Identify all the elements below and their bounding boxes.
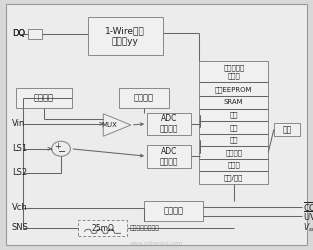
- Bar: [78, 220, 127, 236]
- Text: Vch: Vch: [12, 203, 28, 212]
- Text: 累加電流: 累加電流: [225, 149, 242, 156]
- Bar: [274, 122, 300, 136]
- Text: SNS: SNS: [12, 223, 29, 232]
- Text: 25mΩ: 25mΩ: [91, 224, 114, 232]
- Text: 鎖定EEPROM: 鎖定EEPROM: [215, 86, 253, 93]
- Text: 電流: 電流: [229, 137, 238, 143]
- Text: 電壓: 電壓: [229, 124, 238, 131]
- Text: $\overline{\mathregular{UV}}$: $\overline{\mathregular{UV}}$: [303, 209, 313, 223]
- Bar: [199, 61, 268, 184]
- Text: 內接電流檢測電阻: 內接電流檢測電阻: [130, 225, 160, 231]
- Bar: [147, 112, 191, 135]
- Polygon shape: [103, 114, 131, 136]
- Text: 狀況/控制: 狀況/控制: [224, 174, 244, 181]
- Bar: [119, 88, 169, 108]
- Text: 充電控制: 充電控制: [164, 207, 184, 216]
- Text: Vin: Vin: [12, 119, 25, 128]
- Text: LS2: LS2: [12, 168, 27, 177]
- Text: $V_{ss}$: $V_{ss}$: [303, 221, 313, 234]
- Text: SRAM: SRAM: [224, 100, 244, 105]
- Text: +: +: [54, 142, 61, 150]
- Text: 溫度傳感: 溫度傳感: [34, 93, 54, 102]
- Text: LS1: LS1: [12, 144, 27, 153]
- Bar: [88, 18, 163, 55]
- Text: ADC
模數轉換: ADC 模數轉換: [160, 146, 178, 166]
- Text: 電壓基準: 電壓基準: [134, 93, 154, 102]
- Text: DQ: DQ: [12, 29, 25, 38]
- Text: 記錄和用戶
存儲器: 記錄和用戶 存儲器: [223, 65, 244, 79]
- Bar: [16, 88, 72, 108]
- Text: −: −: [59, 147, 66, 157]
- Bar: [144, 201, 203, 221]
- Text: www.cntronics.com: www.cntronics.com: [130, 241, 183, 246]
- Text: MUX: MUX: [101, 122, 117, 128]
- Text: $\overline{\mathregular{CC}}$: $\overline{\mathregular{CC}}$: [303, 200, 313, 214]
- Text: 定時器: 定時器: [228, 162, 240, 168]
- Text: ADC
模數轉換: ADC 模數轉換: [160, 114, 178, 134]
- Text: 溫度: 溫度: [229, 112, 238, 118]
- Text: 1-Wire接口
和地址yy: 1-Wire接口 和地址yy: [105, 26, 145, 46]
- Text: 時基: 時基: [283, 125, 292, 134]
- Bar: [28, 29, 42, 39]
- Text: DQ: DQ: [12, 29, 25, 38]
- Bar: [147, 145, 191, 168]
